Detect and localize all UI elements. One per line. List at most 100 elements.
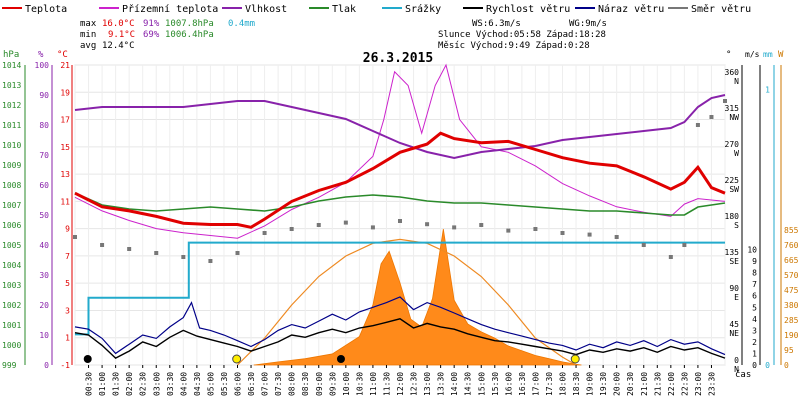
wind-dir-point xyxy=(370,225,375,230)
x-tick-label: 08:00 xyxy=(288,372,297,396)
x-axis-label: čas xyxy=(735,369,751,380)
tick-ms: 8 xyxy=(752,269,757,278)
tick-ms: 5 xyxy=(752,303,757,312)
axis-unit-mm: mm xyxy=(763,50,773,59)
wind-dir-point xyxy=(479,223,484,227)
wind-dir-point xyxy=(695,123,700,127)
humidity-line xyxy=(74,94,726,160)
tick-pct: 70 xyxy=(39,151,49,160)
x-tick-label: 15:00 xyxy=(477,372,486,396)
x-tick-label: 13:00 xyxy=(423,372,432,396)
dew-line xyxy=(74,63,726,239)
axis-unit-hpa: hPa xyxy=(3,50,19,60)
tick-ms: 7 xyxy=(752,280,757,289)
tick-temp: 19 xyxy=(60,88,70,97)
x-tick-label: 14:30 xyxy=(464,372,473,396)
wind-dir-point xyxy=(127,247,132,251)
legend-item-rain: Srážky xyxy=(382,3,441,15)
tick-dir-value: 135 xyxy=(725,248,740,257)
legend-item-temp: Teplota xyxy=(2,4,67,15)
tick-wm2: 760 xyxy=(784,241,799,250)
tick-temp: 15 xyxy=(60,143,70,152)
wind-dir-point xyxy=(316,223,321,227)
tick-pct: 100 xyxy=(35,61,50,70)
stat-max-hum: 91% xyxy=(143,19,160,29)
tick-dir-value: 180 xyxy=(725,212,740,221)
pressure-line xyxy=(74,192,726,216)
tick-temp: 11 xyxy=(60,197,70,206)
axis-unit-pct: % xyxy=(38,50,44,60)
legend-label: Tlak xyxy=(332,4,356,15)
x-tick-label: 13:30 xyxy=(437,372,446,396)
tick-temp: 13 xyxy=(60,170,70,179)
x-tick-label: 16:00 xyxy=(504,372,513,396)
legend-item-hum: Vlhkost xyxy=(222,4,287,15)
legend-item-gust: Náraz větru xyxy=(575,3,664,15)
stat-max-press: 1007.8hPa xyxy=(165,19,214,29)
axis-unit-temp: °C xyxy=(57,50,68,60)
x-tick-label: 12:30 xyxy=(410,372,419,396)
x-tick-label: 00:30 xyxy=(85,372,94,396)
tick-hpa: 999 xyxy=(2,361,17,370)
x-tick-label: 05:00 xyxy=(206,372,215,396)
tick-wm2: 475 xyxy=(784,286,799,295)
x-tick-label: 17:30 xyxy=(545,372,554,396)
temp-line xyxy=(74,131,726,229)
info-ws: WS:6.3m/s xyxy=(472,19,521,29)
tick-dir-label: NE xyxy=(729,329,739,338)
legend-label: Přízemní teplota xyxy=(122,3,218,15)
wind-dir-point xyxy=(100,243,105,247)
tick-pct: 10 xyxy=(39,331,49,340)
tick-hpa: 1009 xyxy=(2,161,21,170)
wind-dir-point xyxy=(289,227,294,231)
x-tick-label: 22:30 xyxy=(680,372,689,396)
axes: 9991000100110021003100410051006100710081… xyxy=(2,61,799,396)
tick-hpa: 1012 xyxy=(2,101,21,110)
tick-dir-label: SW xyxy=(729,185,739,194)
x-tick-label: 12:00 xyxy=(396,372,405,396)
legend: Teplota Přízemní teplota Vlhkost Tlak Sr… xyxy=(2,3,751,15)
x-tick-label: 23:30 xyxy=(707,372,716,396)
tick-ms: 10 xyxy=(747,246,757,255)
tick-hpa: 1005 xyxy=(2,241,21,250)
tick-dir-label: SE xyxy=(729,257,739,266)
tick-pct: 50 xyxy=(39,211,49,220)
wind-dir-point xyxy=(723,99,727,103)
chart-title: 26.3.2015 xyxy=(363,51,433,66)
x-tick-label: 04:30 xyxy=(193,372,202,396)
x-tick-label: 11:00 xyxy=(369,372,378,396)
x-tick-label: 11:30 xyxy=(382,372,391,396)
legend-label: Náraz větru xyxy=(598,3,664,15)
legend-label: Vlhkost xyxy=(245,4,287,15)
tick-hpa: 1014 xyxy=(2,61,21,70)
tick-pct: 80 xyxy=(39,121,49,130)
wind-dir-point xyxy=(668,255,673,259)
legend-label: Teplota xyxy=(25,4,67,15)
x-tick-label: 05:30 xyxy=(220,372,229,396)
tick-ms: 9 xyxy=(752,257,757,266)
info-moon: Měsíc Východ:9:49 Západ:0:28 xyxy=(438,41,590,51)
x-tick-label: 15:30 xyxy=(491,372,500,396)
stat-min-temp: 9.1°C xyxy=(108,30,135,40)
gust-line xyxy=(74,296,726,356)
x-tick-label: 02:00 xyxy=(125,372,134,396)
x-tick-label: 20:30 xyxy=(626,372,635,396)
axis-unit-dir: ° xyxy=(726,50,731,60)
tick-dir-value: 360 xyxy=(725,68,740,77)
tick-temp: 5 xyxy=(65,279,70,288)
tick-dir-value: 0 xyxy=(734,356,739,365)
legend-item-dir: Směr větru xyxy=(668,3,751,15)
tick-mm: 1 xyxy=(765,86,770,95)
tick-pct: 60 xyxy=(39,181,49,190)
sunset-marker xyxy=(570,354,580,364)
tick-wm2: 855 xyxy=(784,226,799,235)
tick-pct: 0 xyxy=(44,361,49,370)
tick-dir-value: 270 xyxy=(725,140,740,149)
tick-ms: 0 xyxy=(752,361,757,370)
tick-dir-value: 90 xyxy=(729,284,739,293)
wind-dir-point xyxy=(709,115,714,119)
wind-dir-point xyxy=(154,251,159,255)
tick-dir-label: N xyxy=(734,365,739,374)
x-tick-label: 18:30 xyxy=(572,372,581,396)
wind-dir-point xyxy=(641,243,646,247)
